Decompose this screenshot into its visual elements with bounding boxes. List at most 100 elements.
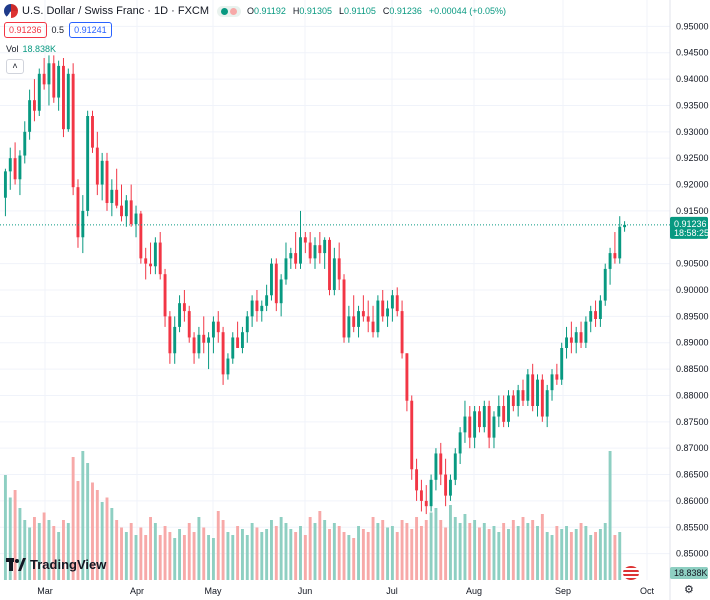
price-tick-label: 0.93000 [676, 127, 709, 137]
usd-chf-flag-icon [4, 4, 18, 18]
candle-body [458, 432, 462, 454]
candle-body [274, 263, 278, 304]
time-tick-label: Apr [130, 586, 144, 596]
time-axis[interactable]: Mar Apr May Jun Jul Aug Sep Oct [37, 586, 654, 596]
candle-body [91, 116, 94, 148]
volume-bar [8, 497, 12, 580]
candle-body [187, 311, 191, 338]
candle-body [502, 406, 506, 422]
price-tick-label: 0.89500 [676, 311, 709, 321]
candle-body [37, 73, 41, 111]
candle-body [270, 263, 273, 296]
symbol-title[interactable]: U.S. Dollar / Swiss Franc · 1D · FXCM [22, 5, 210, 17]
volume-bar [405, 523, 409, 580]
candle-body [284, 258, 288, 280]
candle-body [211, 321, 215, 338]
candle-body [487, 406, 491, 438]
candle-body [429, 479, 433, 507]
price-tick-label: 0.90500 [676, 259, 709, 269]
tradingview-logo[interactable]: TradingView [6, 557, 106, 572]
candle-body [410, 400, 414, 470]
volume-bar [240, 529, 244, 580]
volume-bar [91, 482, 94, 580]
price-tick-label: 0.87000 [676, 443, 709, 453]
ohlc-open: O0.91192 [247, 6, 286, 16]
volume-bar [37, 523, 41, 580]
volume-bar [371, 517, 375, 580]
candle-body [598, 300, 602, 319]
price-tick-label: 0.87500 [676, 417, 709, 427]
candle-body [550, 374, 554, 391]
volume-bar [318, 511, 322, 580]
volume-bar [429, 512, 433, 580]
volume-bar [13, 490, 17, 580]
volume-bar [492, 526, 496, 580]
candle-body [308, 242, 312, 259]
chart-header: U.S. Dollar / Swiss Franc · 1D · FXCM O0… [0, 0, 513, 22]
candle-body [574, 332, 578, 343]
price-tick-label: 0.94000 [676, 74, 709, 84]
volume-bar [410, 529, 414, 580]
volume-bar [110, 508, 114, 580]
volume-legend[interactable]: Vol 18.838K [6, 44, 57, 54]
price-tick-label: 0.93500 [676, 100, 709, 110]
volume-bar [434, 508, 438, 580]
candle-body [71, 73, 75, 188]
volume-bar [376, 523, 380, 580]
candle-body [492, 416, 496, 438]
volume-bar [560, 529, 564, 580]
volume-bar [236, 526, 240, 580]
candle-body [526, 374, 530, 401]
candle-body [115, 189, 119, 206]
volume-bar [81, 451, 85, 580]
tradingview-logo-icon [6, 558, 26, 571]
candle-body [555, 374, 559, 380]
collapse-legend-button[interactable]: ˄ [6, 59, 24, 74]
sell-button[interactable]: 0.91236 [4, 22, 47, 38]
candle-body [478, 411, 481, 428]
volume-bar [594, 532, 598, 580]
price-tick-label: 0.91500 [676, 206, 709, 216]
candle-body [347, 316, 351, 338]
volume-bar [540, 514, 544, 580]
volume-bar [163, 526, 167, 580]
trade-buttons: 0.91236 0.5 0.91241 [4, 22, 112, 38]
candle-body [386, 308, 390, 317]
volume-bar [284, 523, 288, 580]
candle-body [584, 321, 588, 343]
price-tick-label: 0.90000 [676, 285, 709, 295]
candle-body [149, 263, 152, 267]
candle-body [76, 187, 80, 238]
ohlc-change: +0.00044 (+0.05%) [428, 6, 506, 16]
volume-bar [216, 511, 220, 580]
volume-bar [120, 527, 123, 580]
candle-body [613, 253, 617, 259]
candle-body [536, 379, 539, 406]
candle-body [328, 239, 331, 290]
volume-bar [390, 526, 394, 580]
candle-body [178, 303, 182, 327]
candle-body [163, 274, 167, 317]
candle-body [507, 395, 510, 422]
volume-bar [139, 527, 143, 580]
volume-bar [478, 527, 481, 580]
candle-body [144, 258, 148, 264]
volume-bar [550, 535, 554, 580]
price-tick-label: 0.88000 [676, 390, 709, 400]
candle-body [623, 224, 627, 228]
candle-body [589, 311, 593, 322]
buy-button[interactable]: 0.91241 [69, 22, 112, 38]
price-tick-label: 0.86500 [676, 470, 709, 480]
volume-bar [497, 532, 501, 580]
volume-bar [618, 532, 622, 580]
volume-bar [332, 523, 336, 580]
price-tick-label: 0.86000 [676, 496, 709, 506]
candle-body [207, 337, 211, 343]
gear-icon[interactable]: ⚙ [684, 584, 694, 596]
events-flag-icon[interactable] [622, 565, 640, 581]
volume-bar [415, 517, 419, 580]
status-indicators[interactable] [217, 5, 242, 17]
volume-bar [337, 526, 341, 580]
